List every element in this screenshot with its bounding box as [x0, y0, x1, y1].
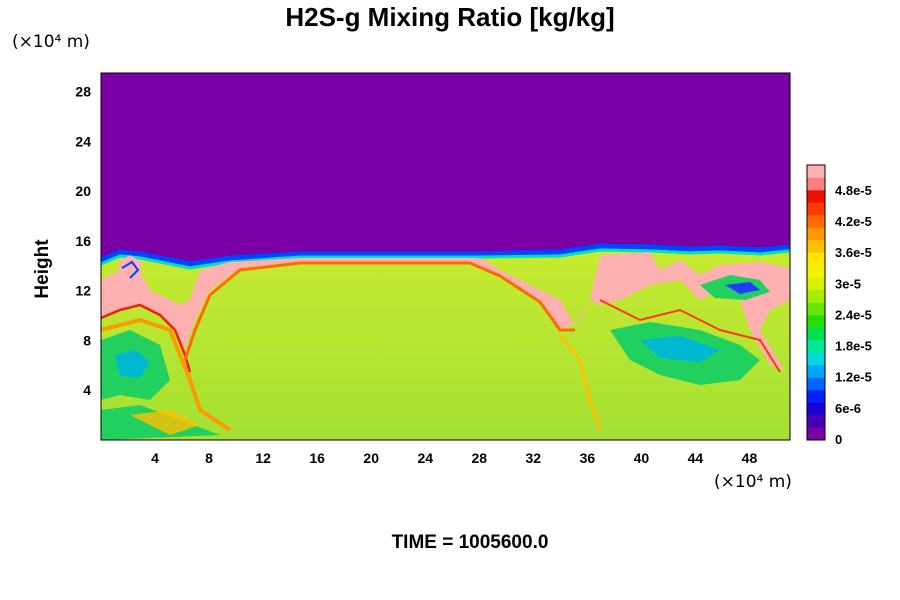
x-tick-label: 36	[580, 450, 596, 466]
x-axis-ticks: 4 8 12 16 20 24 28 32 36 40 44 48	[151, 450, 757, 466]
x-tick-label: 44	[688, 450, 704, 466]
colorbar-segment	[807, 402, 825, 416]
colorbar-segment	[807, 302, 825, 316]
x-tick-label: 24	[417, 450, 433, 466]
colorbar-frame	[806, 164, 826, 441]
colorbar-segment	[807, 252, 825, 266]
colorbar-segment	[807, 190, 825, 203]
plot-frame	[100, 72, 791, 441]
colorbar-tick-label: 0	[835, 432, 842, 447]
colorbar-tick-label: 4.2e-5	[835, 214, 872, 229]
time-label: TIME = 1005600.0	[391, 532, 549, 553]
x-tick-label: 28	[471, 450, 487, 466]
colorbar-tick-label: 1.8e-5	[835, 339, 872, 354]
y-axis-ticks: 4 8 12 16 20 24 28	[75, 84, 91, 399]
colorbar-segment	[807, 352, 825, 366]
chart-title: H2S-g Mixing Ratio [kg/kg]	[285, 2, 615, 32]
x-tick-label: 16	[309, 450, 325, 466]
colorbar-segment	[807, 215, 825, 228]
colorbar-segment	[807, 377, 825, 391]
x-tick-label: 8	[205, 450, 213, 466]
colorbar-segment	[807, 327, 825, 341]
colorbar-segment	[807, 427, 825, 441]
x-tick-label: 12	[255, 450, 271, 466]
x-tick-label: 4	[151, 450, 159, 466]
colorbar-segment	[807, 165, 825, 178]
colorbar: 0 6e-6 1.2e-5 1.8e-5 2.4e-5 3e-5 3.6e-5 4.2e-5 4…	[806, 164, 872, 447]
x-tick-label: 40	[634, 450, 650, 466]
colorbar-segment	[807, 202, 825, 216]
colorbar-segment	[807, 390, 825, 403]
y-axis-unit: (×10⁴ m)	[12, 32, 90, 52]
colorbar-tick-label: 4.8e-5	[835, 183, 872, 198]
colorbar-tick-label: 3.6e-5	[835, 245, 872, 260]
colorbar-segment	[807, 265, 825, 278]
x-tick-label: 48	[742, 450, 758, 466]
x-axis-unit: (×10⁴ m)	[714, 472, 792, 492]
y-tick-label: 8	[83, 332, 91, 348]
y-tick-label: 4	[83, 382, 91, 398]
colorbar-segment	[807, 227, 825, 241]
colorbar-segment	[807, 290, 825, 303]
colorbar-segment	[807, 415, 825, 428]
y-tick-label: 12	[75, 283, 91, 299]
y-tick-label: 16	[75, 233, 91, 249]
colorbar-tick-label: 3e-5	[835, 276, 861, 291]
colorbar-tick-label: 2.4e-5	[835, 307, 872, 322]
colorbar-segment	[807, 340, 825, 353]
x-tick-label: 32	[526, 450, 542, 466]
colorbar-segment	[807, 277, 825, 291]
y-tick-label: 28	[75, 84, 91, 100]
colorbar-segment	[807, 240, 825, 253]
colorbar-tick-label: 1.2e-5	[835, 370, 872, 385]
colorbar-segment	[807, 177, 825, 191]
x-tick-label: 20	[363, 450, 379, 466]
heatmap-field	[101, 73, 790, 440]
colorbar-tick-label: 6e-6	[835, 401, 861, 416]
y-tick-label: 24	[75, 133, 91, 149]
y-tick-label: 20	[75, 183, 91, 199]
colorbar-segment	[807, 315, 825, 328]
colorbar-segment	[807, 365, 825, 378]
